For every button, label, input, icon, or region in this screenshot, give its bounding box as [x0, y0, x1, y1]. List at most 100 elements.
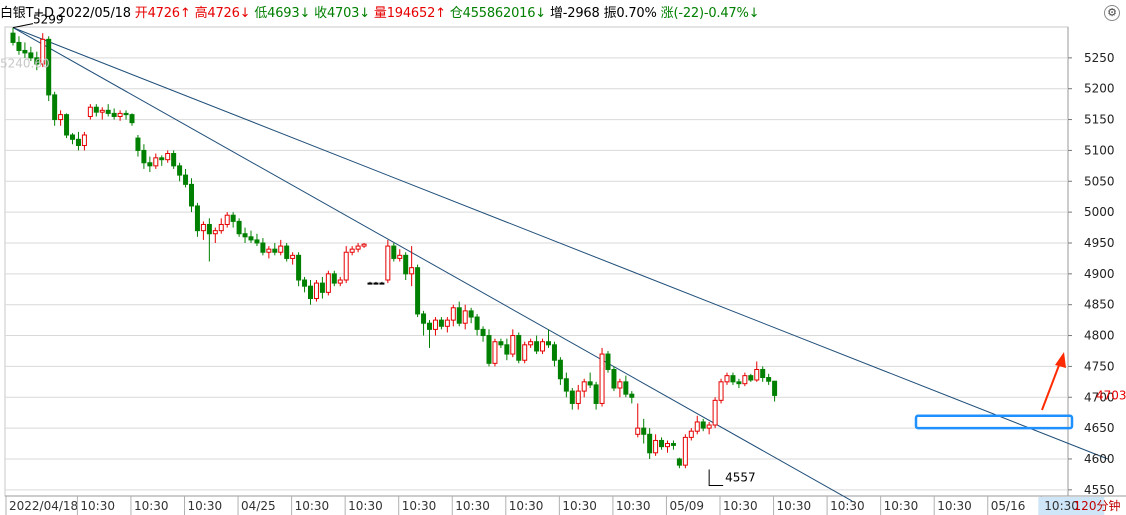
x-tick-label: 10:30: [134, 499, 169, 513]
candle-body: [587, 381, 593, 386]
candle-body: [706, 424, 712, 429]
candle: [147, 156, 153, 173]
candle: [748, 373, 754, 382]
candle-body: [653, 439, 659, 454]
candle-body: [105, 109, 111, 114]
candle-body: [16, 41, 22, 51]
candle: [534, 335, 540, 355]
candle-body: [444, 319, 450, 327]
candle: [593, 381, 599, 410]
candle: [367, 281, 373, 285]
candle: [183, 168, 189, 188]
candle-body: [248, 236, 254, 241]
candle-body: [218, 223, 224, 232]
candle-body: [772, 380, 778, 396]
candle: [462, 304, 468, 330]
candle: [46, 36, 52, 102]
period-selector[interactable]: 120分钟: [1073, 499, 1121, 513]
candle-body: [688, 430, 694, 438]
candle-body: [403, 254, 409, 275]
candle-body: [438, 319, 444, 327]
candle: [730, 372, 736, 385]
candle-body: [313, 282, 319, 300]
candle-body: [52, 94, 58, 121]
high-price-label: 5299: [33, 13, 64, 27]
settings-icon[interactable]: ⚙: [1104, 5, 1120, 21]
x-tick-label: 05/09: [669, 499, 704, 513]
candle: [557, 357, 563, 385]
candle-body: [528, 341, 534, 346]
change-value: 涨(-22)-0.47%↓: [660, 6, 760, 21]
candle: [230, 212, 236, 228]
candle: [343, 246, 349, 284]
candle: [641, 418, 647, 444]
candle-body: [22, 49, 28, 54]
y-tick-label: 4600: [1084, 452, 1115, 466]
candle: [22, 42, 28, 58]
candle: [659, 437, 665, 450]
candle: [117, 110, 123, 121]
high-leader-line: [12, 23, 34, 29]
y-tick-label: 5000: [1084, 205, 1115, 219]
candle: [278, 239, 284, 256]
quote-header: 白银T+D 2022/05/18 开4726↑ 高4726↓ 低4693↓ 收4703↓ 量…: [0, 4, 1060, 24]
x-tick-label: 10:30: [348, 499, 383, 513]
candle-body: [623, 381, 629, 395]
candle-body: [534, 341, 540, 352]
y-tick-label: 4800: [1084, 329, 1115, 343]
candle: [16, 36, 22, 55]
candle: [254, 233, 260, 247]
y-tick-label: 4950: [1084, 236, 1115, 250]
candle: [284, 242, 290, 262]
candle: [718, 378, 724, 404]
candle: [522, 341, 528, 364]
candle-body: [373, 282, 379, 285]
candle: [546, 329, 551, 348]
candle: [355, 242, 361, 253]
candle-body: [629, 393, 635, 398]
candle: [81, 131, 87, 151]
candle-body: [123, 112, 129, 116]
candle: [379, 281, 385, 285]
y-tick-label: 4650: [1084, 421, 1115, 435]
candle: [325, 270, 331, 296]
candle: [540, 338, 546, 355]
candle-body: [165, 153, 171, 161]
candle-body: [605, 353, 611, 370]
candle-body: [64, 114, 70, 136]
candle-body: [10, 32, 16, 43]
candle: [403, 252, 409, 281]
support-highlight-box: [914, 414, 1074, 430]
candle-body: [569, 390, 575, 404]
candle: [296, 252, 302, 287]
candle-body: [462, 310, 468, 324]
candle-layer: [10, 27, 778, 469]
x-tick-label: 10:30: [937, 499, 972, 513]
candle-body: [593, 384, 599, 404]
candle-body: [551, 344, 557, 361]
y-tick-label: 5200: [1084, 82, 1115, 96]
x-tick-label: 10:30: [455, 499, 490, 513]
last-price-label: 4703: [1096, 388, 1126, 402]
candle: [349, 246, 355, 256]
candle-body: [415, 267, 421, 315]
candle-body: [748, 375, 754, 381]
candle-body: [712, 399, 718, 426]
candle-body: [171, 153, 177, 167]
x-tick-label: 10:30: [509, 499, 544, 513]
trend-arrow: [1041, 359, 1062, 411]
candle: [248, 230, 254, 243]
candle-body: [599, 353, 605, 404]
candle-body: [296, 254, 302, 281]
candle: [456, 301, 462, 327]
candle: [409, 246, 415, 287]
candle-body: [236, 220, 242, 235]
candle-body: [343, 251, 349, 281]
candle: [302, 276, 308, 293]
y-tick-label: 5050: [1084, 174, 1115, 188]
candle: [153, 153, 159, 169]
candle: [75, 131, 81, 151]
x-tick-label: 10:30: [80, 499, 115, 513]
candle: [712, 397, 718, 429]
